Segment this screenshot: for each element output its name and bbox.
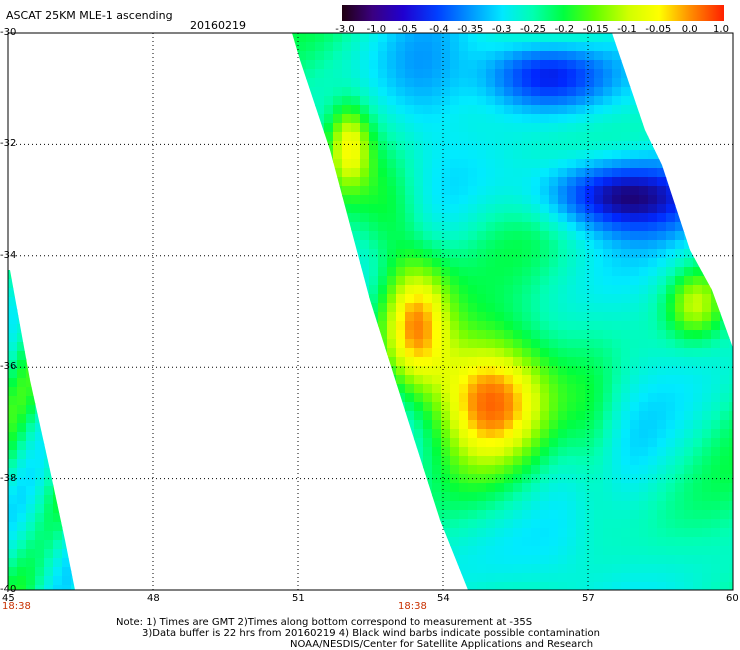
- colorbar-label: -0.1: [617, 24, 637, 35]
- colorbar-label: -0.4: [429, 24, 449, 35]
- date-label: 20160219: [190, 19, 246, 32]
- colorbar-label: -0.05: [645, 24, 672, 35]
- colorbar-label: -0.25: [520, 24, 546, 35]
- note-line-2: 3)Data buffer is 22 hrs from 20160219 4)…: [142, 628, 600, 639]
- wind-swath: [292, 33, 733, 590]
- lat-label: -34: [0, 249, 17, 261]
- colorbar: [342, 5, 724, 21]
- left-wind-swath: [8, 270, 75, 590]
- lon-label: 60: [726, 593, 739, 604]
- colorbar-label: -0.35: [457, 24, 484, 35]
- note-line-1: Note: 1) Times are GMT 2)Times along bot…: [116, 617, 533, 628]
- lon-label: 45: [2, 593, 15, 604]
- lat-label: -32: [0, 138, 17, 150]
- colorbar-label: -1.0: [366, 24, 387, 35]
- lat-label: -30: [0, 27, 17, 38]
- note-line-3: NOAA/NESDIS/Center for Satellite Applica…: [290, 639, 594, 650]
- lat-label: -40: [0, 584, 17, 595]
- lon-label: 54: [437, 593, 450, 604]
- colorbar-label: -0.3: [491, 24, 512, 35]
- lon-label: 51: [292, 593, 305, 604]
- page-title: ASCAT 25KM MLE-1 ascending: [6, 9, 173, 22]
- gridlines: [8, 33, 733, 590]
- time-label-mid: 18:38: [398, 601, 427, 612]
- lon-label: 48: [147, 593, 160, 604]
- colorbar-label: 0.0: [681, 24, 698, 35]
- lat-label: -36: [0, 361, 17, 373]
- colorbar-label: 1.0: [713, 24, 729, 35]
- time-label-left: 18:38: [2, 601, 31, 612]
- colorbar-label: -0.2: [554, 24, 575, 35]
- colorbar-label: -0.15: [582, 24, 609, 35]
- map-frame: [7, 32, 734, 591]
- colorbar-label: -0.5: [397, 24, 418, 35]
- lon-label: 57: [582, 593, 595, 604]
- lat-label: -38: [0, 472, 17, 484]
- colorbar-label: -3.0: [335, 24, 355, 35]
